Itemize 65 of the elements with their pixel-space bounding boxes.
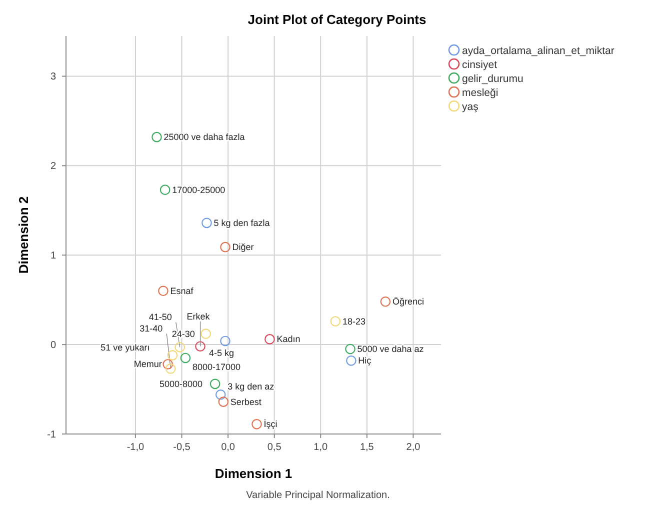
- x-tick-label: 0,5: [267, 442, 282, 453]
- annotation: Memur: [134, 359, 162, 370]
- y-tick-label: 1: [50, 250, 56, 262]
- y-tick-label: 3: [50, 72, 56, 83]
- x-axis-title: Dimension 1: [214, 466, 292, 481]
- point: [200, 328, 211, 339]
- point: [160, 184, 170, 195]
- point: [380, 296, 391, 307]
- annotation: Serbest: [230, 396, 262, 407]
- point: [218, 396, 229, 407]
- annotation: 51 ve yukarı: [100, 342, 150, 352]
- point: [180, 352, 191, 364]
- annotation: 25000 ve daha fazla: [164, 132, 245, 142]
- chart-title: Joint Plot of Category Points: [248, 12, 426, 27]
- annotation: 5 kg den fazla: [214, 218, 270, 228]
- point: [158, 286, 168, 296]
- annotation: 3 kg den az: [228, 382, 275, 392]
- annotation: Kadın: [276, 334, 300, 344]
- point: [215, 389, 226, 400]
- point: [162, 359, 174, 370]
- point: [220, 242, 230, 252]
- annotation: 31-40: [140, 324, 163, 334]
- point: [167, 350, 178, 360]
- annotation: 5000-8000: [159, 378, 203, 389]
- legend-label: gelir_durumu: [462, 73, 524, 85]
- annotation: 24-30: [172, 328, 195, 339]
- x-tick-label: -1,0: [126, 442, 144, 453]
- annotation: 17000-25000: [172, 184, 226, 195]
- legend-label: cinsiyet: [462, 59, 498, 71]
- point: [346, 356, 356, 366]
- point: [345, 344, 356, 354]
- y-axis-title: Dimension 2: [16, 196, 31, 274]
- annotation: Diğer: [232, 242, 254, 252]
- point: [165, 364, 176, 374]
- text: Variable Principal Normalization.: [246, 490, 390, 501]
- point: [152, 132, 162, 142]
- point: [330, 316, 341, 326]
- x-tick-label: 2,0: [406, 442, 421, 453]
- point: [174, 342, 186, 352]
- y-tick-label: 2: [50, 161, 56, 172]
- x-tick-label: 0,0: [221, 442, 236, 453]
- legend-label: ayda_ortalama_alinan_et_miktar: [462, 45, 615, 57]
- point: [202, 218, 212, 228]
- annotation: 18-23: [342, 316, 366, 326]
- annotation: Öğrenci: [392, 296, 424, 307]
- point: [210, 378, 220, 390]
- legend-label: mesleği: [462, 87, 498, 99]
- x-tick-label: 1,0: [314, 442, 328, 453]
- point: [252, 419, 262, 430]
- point: [220, 336, 230, 346]
- x-tick-label: 1,5: [360, 442, 374, 453]
- annotation: 5000 ve daha az: [357, 344, 424, 354]
- annotation: İşçi: [264, 419, 278, 430]
- annotation: Hiç: [358, 356, 372, 366]
- point: [264, 334, 275, 344]
- y-tick-label: 0: [50, 340, 56, 352]
- annotation: 4-5 kg: [209, 348, 234, 358]
- y-tick-label: -1: [47, 430, 56, 440]
- point: [195, 341, 206, 352]
- annotation: 41-50: [148, 312, 172, 322]
- legend-label: yaş: [462, 101, 478, 113]
- x-tick-label: -0,5: [173, 442, 191, 453]
- annotation: 8000-17000: [192, 362, 240, 372]
- annotation: Esnaf: [170, 286, 194, 296]
- annotation: Erkek: [186, 311, 210, 322]
